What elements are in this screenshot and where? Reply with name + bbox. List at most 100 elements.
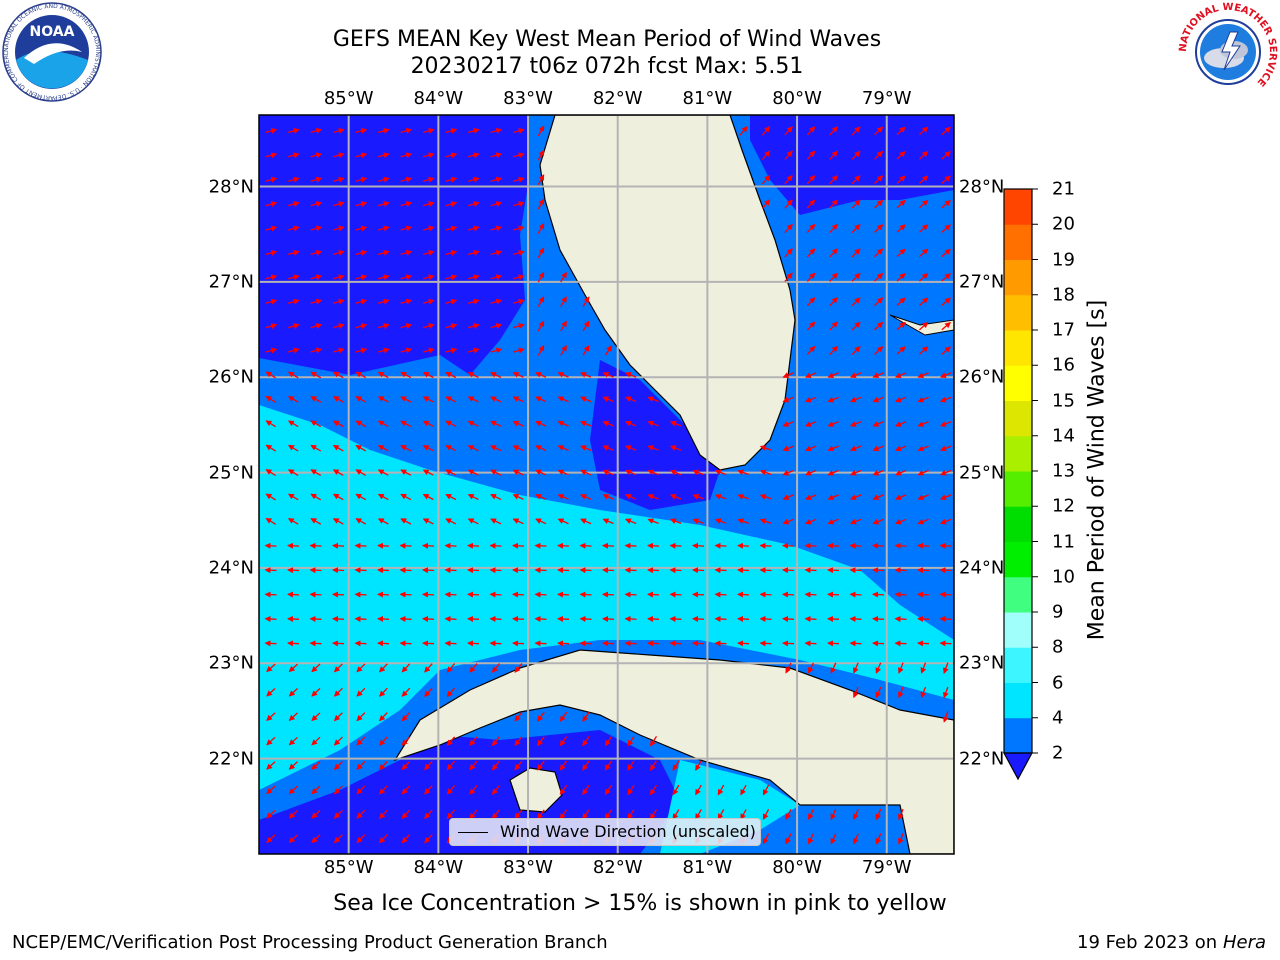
wind-wave-arrow [467, 542, 480, 549]
wind-wave-arrow [737, 615, 750, 622]
wind-wave-arrow [853, 662, 859, 674]
wind-wave-arrow [874, 297, 884, 307]
wind-wave-arrow [445, 152, 458, 159]
land-cuba [393, 649, 954, 854]
wind-wave-arrow [379, 809, 388, 819]
wind-wave-arrow [896, 224, 906, 233]
wind-wave-arrow [579, 591, 592, 598]
wind-wave-arrow [491, 736, 501, 747]
wind-wave-arrow [894, 591, 907, 598]
wind-wave-arrow [782, 591, 795, 598]
colorbar-segment [1004, 541, 1032, 578]
wind-wave-arrow [378, 249, 390, 256]
wind-wave-arrow [761, 126, 771, 136]
wind-wave-arrow [423, 225, 435, 232]
wind-wave-arrow [513, 323, 525, 329]
wind-wave-arrow [559, 785, 568, 796]
wind-wave-arrow [829, 150, 838, 160]
wind-wave-arrow [695, 784, 702, 796]
wind-wave-arrow [490, 494, 502, 500]
wind-wave-arrow [467, 396, 479, 403]
wind-wave-arrow [692, 469, 704, 476]
wind-wave-arrow [939, 591, 952, 598]
wind-wave-arrow [266, 736, 276, 746]
wind-wave-arrow [602, 396, 614, 403]
wind-wave-arrow [423, 176, 435, 183]
wind-wave-arrow [806, 223, 816, 234]
map-title: GEFS MEAN Key West Mean Period of Wind W… [332, 27, 882, 52]
wind-wave-arrow [580, 372, 592, 378]
wind-wave-arrow [355, 152, 368, 159]
colorbar-tick-label: 12 [1052, 495, 1075, 517]
wind-wave-arrow [717, 809, 725, 820]
wind-wave-arrow [423, 298, 435, 305]
wind-wave-arrow [355, 201, 368, 207]
wind-wave-arrow [737, 640, 750, 647]
wind-wave-arrow [355, 444, 367, 452]
wind-wave-arrow [379, 687, 388, 697]
wind-wave-arrow [604, 760, 613, 771]
wind-wave-arrow [513, 152, 525, 159]
wind-wave-arrow [424, 663, 433, 673]
wind-wave-arrow [804, 518, 817, 525]
colorbar-segment [1004, 576, 1032, 613]
wind-wave-arrow [853, 808, 859, 821]
wind-wave-arrow [287, 469, 299, 476]
wind-wave-arrow [422, 640, 435, 647]
wind-wave-arrow [692, 494, 704, 500]
wind-wave-arrow [310, 493, 322, 501]
wind-wave-arrow [579, 640, 592, 647]
wind-wave-arrow [624, 396, 637, 403]
wind-wave-arrow [356, 834, 366, 844]
wind-wave-arrow [537, 736, 545, 747]
wind-wave-arrow [332, 591, 345, 598]
wind-wave-arrow [894, 567, 907, 574]
wind-wave-arrow [941, 224, 951, 233]
wind-wave-arrow [537, 125, 545, 137]
wind-wave-arrow [827, 542, 840, 549]
wind-wave-arrow [939, 396, 952, 403]
wind-wave-arrow [918, 346, 929, 355]
wind-wave-arrow [759, 469, 772, 476]
tick-label: 26°N [959, 366, 1005, 388]
wind-wave-arrow [266, 761, 276, 770]
wind-wave-arrow [829, 199, 838, 209]
wind-wave-arrow [896, 151, 906, 160]
wind-wave-arrow [333, 736, 343, 746]
wind-wave-arrow [309, 591, 322, 598]
wind-wave-arrow [379, 736, 388, 746]
wind-wave-arrow [469, 663, 478, 673]
tick-label: 24°N [959, 557, 1005, 579]
wind-wave-arrow [692, 518, 704, 525]
wind-wave-arrow [917, 518, 929, 525]
wind-wave-arrow [560, 296, 567, 307]
wind-wave-arrow [355, 274, 368, 281]
wind-wave-arrow [851, 199, 861, 209]
wind-wave-arrow [872, 615, 885, 622]
wind-wave-arrow [920, 686, 927, 699]
colorbar-tick-label: 8 [1052, 636, 1064, 658]
wind-wave-arrow [849, 421, 862, 427]
wind-wave-arrow [853, 833, 859, 845]
colorbar-segment [1004, 294, 1032, 331]
wind-wave-arrow [309, 542, 322, 549]
wind-wave-arrow [355, 298, 368, 305]
wind-wave-arrow [582, 809, 590, 820]
wind-wave-arrow [872, 591, 885, 598]
wind-wave-arrow [624, 640, 637, 647]
legend-label: Wind Wave Direction (unscaled) [500, 822, 756, 841]
wind-wave-arrow [627, 760, 635, 771]
wind-wave-arrow [468, 201, 480, 207]
footer-machine: Hera [1222, 932, 1266, 953]
wind-wave-arrow [377, 371, 389, 379]
wind-wave-arrow [939, 567, 952, 574]
wind-wave-arrow [624, 494, 637, 500]
colorbar-segment [1004, 435, 1032, 472]
wind-wave-arrow [941, 199, 951, 209]
colorbar-segment [1004, 224, 1032, 260]
wind-wave-arrow [829, 272, 838, 282]
wind-wave-arrow [557, 591, 570, 598]
wind-wave-arrow [782, 494, 794, 500]
wind-wave-arrow [489, 615, 502, 622]
wind-wave-arrow [737, 591, 750, 598]
